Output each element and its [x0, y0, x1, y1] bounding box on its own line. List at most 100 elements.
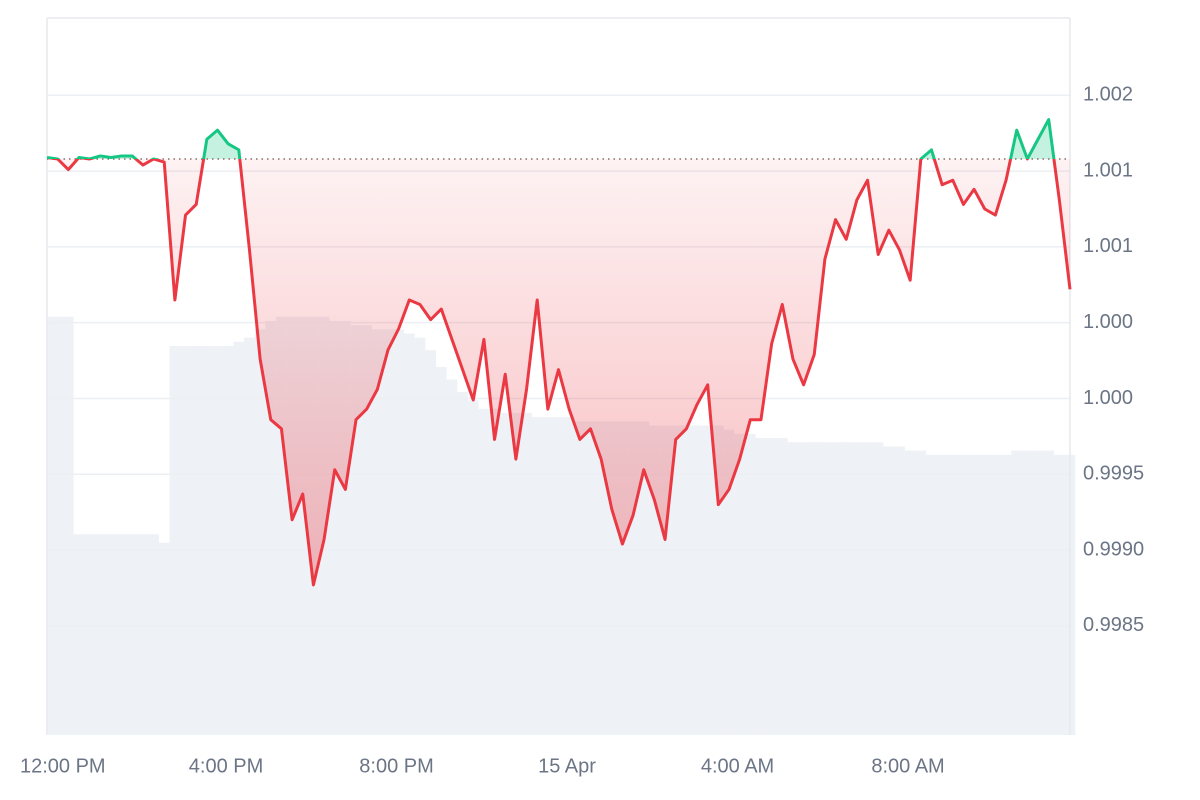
volume-bar	[979, 454, 991, 735]
volume-bar	[808, 442, 820, 735]
x-tick-label: 8:00 PM	[359, 755, 433, 777]
volume-bar	[403, 333, 415, 735]
volume-bar	[47, 316, 53, 735]
volume-bar	[467, 400, 479, 735]
volume-bar	[350, 325, 362, 735]
volume-bar	[126, 534, 138, 735]
volume-bar	[627, 421, 639, 735]
volume-bar	[681, 425, 692, 735]
volume-bar	[489, 408, 500, 735]
volume-bar	[553, 417, 564, 735]
volume-bar	[542, 417, 554, 735]
volume-bar	[201, 346, 213, 735]
volume-bar	[606, 421, 618, 735]
volume-bar	[297, 316, 309, 735]
volume-bar	[499, 412, 511, 735]
volume-bar	[990, 454, 1001, 735]
volume-bar	[531, 417, 543, 735]
volume-bar	[563, 417, 575, 735]
volume-bar	[617, 421, 628, 735]
volume-bar	[340, 320, 351, 735]
volume-bar	[915, 450, 927, 735]
volume-bar	[457, 392, 468, 735]
x-tick-label: 12:00 PM	[20, 755, 106, 777]
volume-bar	[276, 316, 287, 735]
volume-bar	[329, 320, 341, 735]
volume-bar	[1000, 454, 1012, 735]
volume-bar	[372, 329, 383, 735]
volume-bar	[212, 346, 223, 735]
volume-bar	[723, 429, 735, 735]
volume-bar	[947, 454, 959, 735]
volume-bar	[478, 408, 490, 735]
x-tick-label: 8:00 AM	[871, 755, 944, 777]
volume-bar	[148, 534, 159, 735]
volume-bar	[62, 316, 74, 735]
volume-bar	[840, 442, 852, 735]
volume-bar	[702, 425, 714, 735]
volume-bar	[435, 366, 447, 735]
volume-bar	[787, 442, 799, 735]
x-tick-label: 4:00 PM	[189, 755, 263, 777]
volume-bar	[585, 421, 596, 735]
volume-bar	[254, 329, 266, 735]
volume-bar	[595, 421, 607, 735]
y-tick-label: 0.9995	[1083, 463, 1144, 485]
volume-bar	[265, 320, 277, 735]
y-tick-label: 0.9990	[1083, 538, 1144, 560]
volume-bar	[649, 425, 660, 735]
volume-bar	[521, 412, 532, 735]
volume-bar	[233, 341, 245, 735]
volume-bar	[936, 454, 948, 735]
volume-bar	[244, 337, 255, 735]
volume-bar	[446, 379, 458, 735]
x-tick-label: 4:00 AM	[701, 755, 774, 777]
volume-bar	[84, 534, 95, 735]
volume-bar	[670, 425, 682, 735]
x-tick-label: 15 Apr	[538, 755, 596, 777]
volume-bar	[894, 446, 905, 735]
volume-bar	[425, 350, 436, 735]
volume-bar	[862, 442, 873, 735]
volume-bar	[361, 325, 373, 735]
volume-bar	[819, 442, 831, 735]
volume-bar	[766, 438, 777, 735]
volume-bar	[744, 433, 756, 735]
volume-bar	[638, 421, 650, 735]
volume-bar	[158, 542, 170, 735]
volume-bar	[1011, 450, 1023, 735]
y-tick-label: 1.001	[1083, 235, 1133, 257]
volume-bar	[830, 442, 841, 735]
volume-bar	[169, 346, 181, 735]
volume-bar	[958, 454, 969, 735]
volume-bar	[851, 442, 863, 735]
area-down	[47, 158, 1070, 585]
y-tick-label: 1.001	[1083, 159, 1133, 181]
volume-bar	[73, 534, 85, 735]
volume-bar	[393, 329, 404, 735]
volume-bar	[691, 425, 703, 735]
volume-bar	[926, 454, 937, 735]
y-tick-label: 0.9985	[1083, 614, 1144, 636]
volume-bar	[382, 329, 394, 735]
volume-bar	[190, 346, 202, 735]
price-line-up	[46, 118, 1056, 159]
volume-bar	[1043, 450, 1055, 735]
volume-bar	[52, 316, 63, 735]
volume-bar	[414, 337, 426, 735]
volume-bar	[180, 346, 191, 735]
volume-bar	[286, 316, 298, 735]
volume-bar	[94, 534, 106, 735]
volume-bar	[755, 438, 767, 735]
y-tick-label: 1.002	[1083, 84, 1133, 106]
volume-bar	[1032, 450, 1044, 735]
volume-bar	[510, 412, 522, 735]
price-line-down	[46, 158, 1072, 587]
volume-bar	[734, 433, 745, 735]
volume-bar	[1054, 454, 1065, 735]
volume-bar	[116, 534, 127, 735]
y-tick-label: 1.000	[1083, 387, 1133, 409]
volume-bar	[574, 421, 586, 735]
